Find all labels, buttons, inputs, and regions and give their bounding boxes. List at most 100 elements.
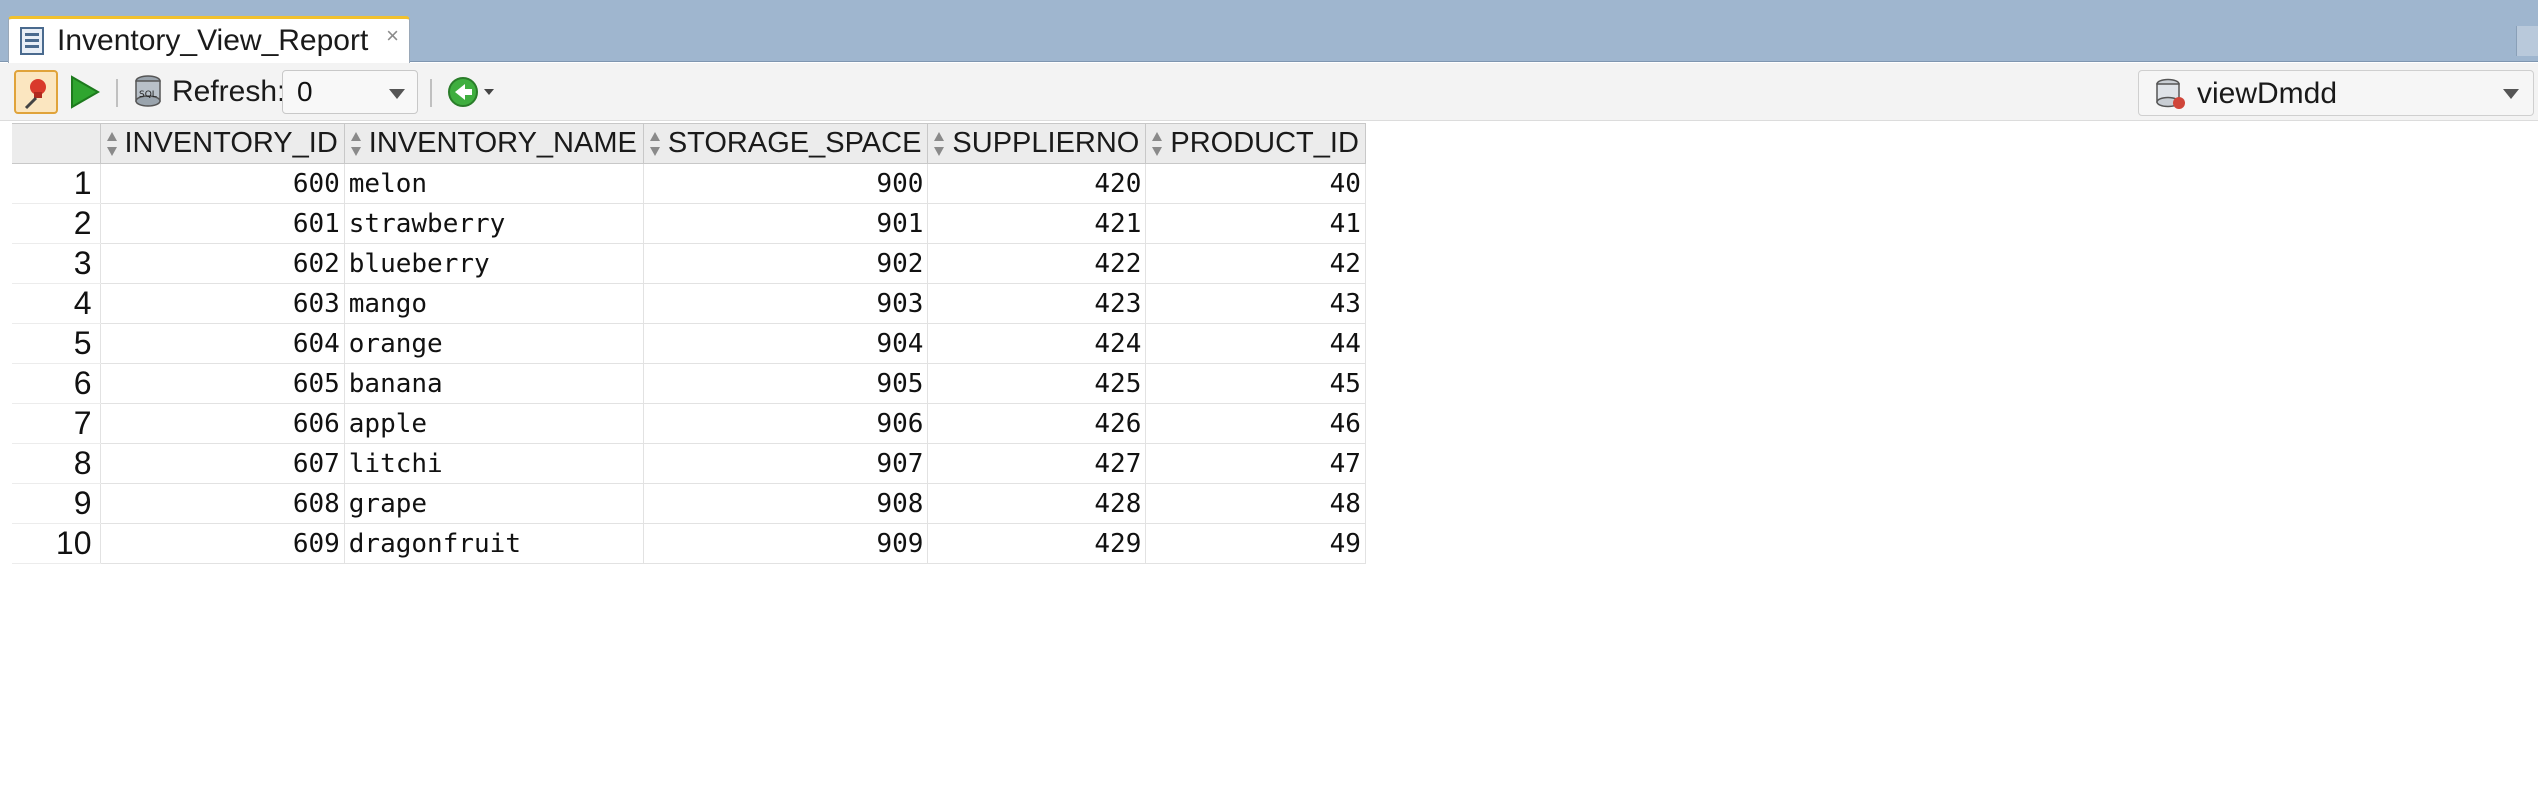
toolbar-separator: [430, 79, 432, 107]
cell-product-id[interactable]: 44: [1145, 323, 1366, 364]
table-row[interactable]: 3 602 blueberry 902 422 42: [12, 243, 1366, 284]
report-icon: [19, 26, 47, 56]
column-header-supplierno[interactable]: SUPPLIERNO: [927, 123, 1147, 164]
cell-product-id[interactable]: 46: [1145, 403, 1366, 444]
cell-storage-space[interactable]: 902: [642, 243, 929, 284]
cell-product-id[interactable]: 40: [1145, 163, 1366, 204]
cell-inventory-name[interactable]: banana: [343, 363, 644, 404]
row-number: 1: [12, 163, 100, 204]
cell-storage-space[interactable]: 909: [642, 523, 929, 564]
cell-storage-space[interactable]: 903: [642, 283, 929, 324]
cell-product-id[interactable]: 41: [1145, 203, 1366, 244]
table-row[interactable]: 1 600 melon 900 420 40: [12, 163, 1366, 204]
results-grid: INVENTORY_ID INVENTORY_NAME STORAGE_SPAC…: [0, 122, 2538, 810]
column-header-product-id[interactable]: PRODUCT_ID: [1145, 123, 1366, 164]
cell-product-id[interactable]: 47: [1145, 443, 1366, 484]
column-header-inventory-id[interactable]: INVENTORY_ID: [99, 123, 345, 164]
database-icon: [2153, 77, 2187, 111]
sort-icon: [106, 132, 117, 157]
cell-inventory-name[interactable]: dragonfruit: [343, 523, 644, 564]
toolbar-separator: [116, 79, 118, 107]
sql-refresh-icon: SQL: [130, 73, 166, 111]
table-row[interactable]: 10 609 dragonfruit 909 429 49: [12, 523, 1366, 564]
cell-product-id[interactable]: 49: [1145, 523, 1366, 564]
cell-storage-space[interactable]: 901: [642, 203, 929, 244]
chevron-down-icon: [2503, 89, 2519, 99]
cell-inventory-id[interactable]: 608: [99, 483, 345, 524]
cell-inventory-id[interactable]: 609: [99, 523, 345, 564]
cell-inventory-id[interactable]: 605: [99, 363, 345, 404]
cell-inventory-id[interactable]: 603: [99, 283, 345, 324]
connection-value: viewDmdd: [2197, 77, 2338, 110]
cell-inventory-id[interactable]: 604: [99, 323, 345, 364]
cell-supplierno[interactable]: 427: [927, 443, 1147, 484]
close-icon[interactable]: ×: [386, 23, 399, 48]
cell-inventory-id[interactable]: 606: [99, 403, 345, 444]
back-arrow-icon: [448, 77, 478, 107]
row-number: 3: [12, 243, 100, 284]
table-row[interactable]: 5 604 orange 904 424 44: [12, 323, 1366, 364]
svg-text:SQL: SQL: [139, 90, 157, 100]
refresh-interval-value: 0: [297, 76, 313, 107]
cell-supplierno[interactable]: 421: [927, 203, 1147, 244]
cell-supplierno[interactable]: 423: [927, 283, 1147, 324]
cell-inventory-name[interactable]: orange: [343, 323, 644, 364]
cell-storage-space[interactable]: 908: [642, 483, 929, 524]
cell-supplierno[interactable]: 425: [927, 363, 1147, 404]
row-number: 4: [12, 283, 100, 324]
cell-storage-space[interactable]: 906: [642, 403, 929, 444]
cell-product-id[interactable]: 42: [1145, 243, 1366, 284]
table-row[interactable]: 4 603 mango 903 423 43: [12, 283, 1366, 324]
table-row[interactable]: 8 607 litchi 907 427 47: [12, 443, 1366, 484]
cell-storage-space[interactable]: 904: [642, 323, 929, 364]
table-row[interactable]: 9 608 grape 908 428 48: [12, 483, 1366, 524]
cell-supplierno[interactable]: 422: [927, 243, 1147, 284]
table-row[interactable]: 6 605 banana 905 425 45: [12, 363, 1366, 404]
row-number: 2: [12, 203, 100, 244]
column-header-inventory-name[interactable]: INVENTORY_NAME: [343, 123, 644, 164]
row-number: 6: [12, 363, 100, 404]
results-table: INVENTORY_ID INVENTORY_NAME STORAGE_SPAC…: [12, 123, 1366, 564]
cell-product-id[interactable]: 45: [1145, 363, 1366, 404]
run-report-button[interactable]: [64, 71, 106, 113]
cell-inventory-name[interactable]: mango: [343, 283, 644, 324]
table-row[interactable]: 7 606 apple 906 426 46: [12, 403, 1366, 444]
sort-icon: [649, 132, 660, 157]
editor-tab-bar: Inventory_View_Report ×: [0, 0, 2538, 63]
cell-supplierno[interactable]: 426: [927, 403, 1147, 444]
cell-inventory-id[interactable]: 601: [99, 203, 345, 244]
connection-select[interactable]: viewDmdd: [2138, 70, 2534, 116]
tab-title: Inventory_View_Report: [57, 24, 369, 57]
cell-supplierno[interactable]: 429: [927, 523, 1147, 564]
cell-inventory-name[interactable]: blueberry: [343, 243, 644, 284]
cell-inventory-name[interactable]: melon: [343, 163, 644, 204]
cell-supplierno[interactable]: 420: [927, 163, 1147, 204]
refresh-interval-select[interactable]: 0: [282, 70, 418, 114]
freeze-view-button[interactable]: [14, 70, 58, 114]
sort-icon: [1152, 132, 1163, 157]
cell-inventory-id[interactable]: 602: [99, 243, 345, 284]
cell-supplierno[interactable]: 424: [927, 323, 1147, 364]
tab-inventory-view-report[interactable]: Inventory_View_Report ×: [8, 16, 410, 63]
sort-icon: [934, 132, 945, 157]
cell-inventory-name[interactable]: litchi: [343, 443, 644, 484]
cell-supplierno[interactable]: 428: [927, 483, 1147, 524]
cell-storage-space[interactable]: 907: [642, 443, 929, 484]
row-number: 10: [12, 523, 100, 564]
pin-icon: [24, 79, 46, 110]
table-row[interactable]: 2 601 strawberry 901 421 41: [12, 203, 1366, 244]
cell-inventory-name[interactable]: apple: [343, 403, 644, 444]
tab-list-dropdown[interactable]: [2516, 26, 2538, 56]
sort-icon: [350, 132, 361, 157]
cell-inventory-name[interactable]: strawberry: [343, 203, 644, 244]
column-header-storage-space[interactable]: STORAGE_SPACE: [642, 123, 929, 164]
cell-inventory-id[interactable]: 600: [99, 163, 345, 204]
cell-storage-space[interactable]: 905: [642, 363, 929, 404]
cell-product-id[interactable]: 48: [1145, 483, 1366, 524]
back-navigation-button[interactable]: [446, 73, 502, 111]
chevron-down-icon: [484, 89, 494, 95]
cell-inventory-id[interactable]: 607: [99, 443, 345, 484]
cell-inventory-name[interactable]: grape: [343, 483, 644, 524]
cell-storage-space[interactable]: 900: [642, 163, 929, 204]
cell-product-id[interactable]: 43: [1145, 283, 1366, 324]
